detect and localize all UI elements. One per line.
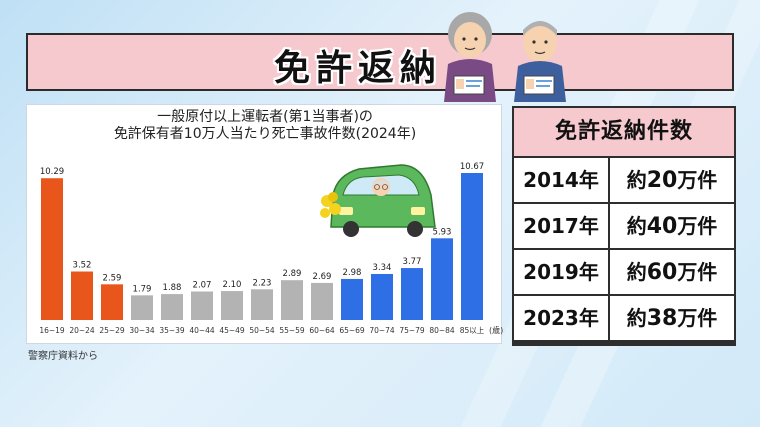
bar-50~54 xyxy=(251,289,273,320)
bar-25~29 xyxy=(101,284,123,320)
value-prefix: 約 xyxy=(626,260,647,284)
value-prefix: 約 xyxy=(626,306,647,330)
value-suffix: 万件 xyxy=(677,214,718,238)
value-label: 10.67 xyxy=(460,162,484,172)
value-number: 38 xyxy=(646,306,678,331)
x-tick-label: 70~74 xyxy=(369,326,395,335)
value-number: 40 xyxy=(646,214,678,239)
value-label: 2.69 xyxy=(313,272,332,282)
elderly-couple-with-license-icon xyxy=(444,12,566,102)
x-tick-label: 30~34 xyxy=(129,326,155,335)
chart-title: 一般原付以上運転者(第1当事者)の 免許保有者10万人当たり死亡事故件数(202… xyxy=(27,109,503,143)
value-label: 3.52 xyxy=(73,261,92,271)
page-title: 免許返納 xyxy=(273,48,442,89)
value-labels: 10.29 3.52 2.59 1.79 1.88 2.07 2.10 2.23 2.89 2.6… xyxy=(40,162,484,294)
source-note: 警察庁資料から xyxy=(28,351,98,362)
bar-65~69 xyxy=(341,278,363,320)
x-tick-label: 60~64 xyxy=(309,326,335,335)
x-tick-label: 20~24 xyxy=(69,326,95,335)
x-axis-unit-label: (歳) xyxy=(489,325,503,335)
bar-35~39 xyxy=(161,294,183,320)
x-tick-label: 25~29 xyxy=(99,326,125,335)
value-label: 2.89 xyxy=(283,269,302,279)
x-tick-label: 85以上 xyxy=(460,326,485,335)
bar-75~79 xyxy=(401,268,423,320)
bar-45~49 xyxy=(221,291,243,320)
row-value: 約20万件 xyxy=(610,158,734,202)
row-value: 約40万件 xyxy=(610,204,734,248)
row-year: 2014年 xyxy=(514,158,608,202)
value-number: 60 xyxy=(646,260,678,285)
bar-85以上 xyxy=(461,173,483,320)
x-tick-label: 65~69 xyxy=(339,326,365,335)
row-year: 2019年 xyxy=(514,250,608,294)
value-label: 2.23 xyxy=(253,278,272,288)
bar-30~34 xyxy=(131,295,153,320)
value-label: 1.88 xyxy=(163,283,182,293)
elderly-driver-car-icon xyxy=(320,164,436,237)
bar-series xyxy=(41,173,483,320)
value-number: 20 xyxy=(646,168,678,193)
table-row: 2014年 約20万件 xyxy=(514,158,734,202)
bar-60~64 xyxy=(311,282,333,320)
row-year: 2023年 xyxy=(514,296,608,340)
chart-title-line2: 免許保有者10万人当たり死亡事故件数(2024年) xyxy=(113,126,417,142)
x-tick-label: 80~84 xyxy=(429,326,455,335)
x-tick-label: 16~19 xyxy=(39,326,65,335)
value-label: 10.29 xyxy=(40,167,64,177)
bar-20~24 xyxy=(71,271,93,320)
value-suffix: 万件 xyxy=(677,168,718,192)
value-label: 1.79 xyxy=(133,284,152,294)
chart-panel: 一般原付以上運転者(第1当事者)の 免許保有者10万人当たり死亡事故件数(202… xyxy=(26,104,503,344)
x-tick-label: 40~44 xyxy=(189,326,215,335)
x-tick-labels: 16~19 20~24 25~29 30~34 35~39 40~44 45~49 50~54… xyxy=(39,326,484,335)
value-label: 2.10 xyxy=(223,280,242,290)
bar-chart: 10.29 3.52 2.59 1.79 1.88 2.07 2.10 2.23 2.89 2.6… xyxy=(39,162,503,335)
value-label: 3.77 xyxy=(403,257,422,267)
value-suffix: 万件 xyxy=(677,260,718,284)
table-row: 2017年 約40万件 xyxy=(514,204,734,248)
chart-title-line1: 一般原付以上運転者(第1当事者)の xyxy=(157,109,373,125)
x-tick-label: 55~59 xyxy=(279,326,305,335)
value-label: 5.93 xyxy=(433,227,452,237)
bar-70~74 xyxy=(371,273,393,320)
bar-16~19 xyxy=(41,178,63,320)
bar-40~44 xyxy=(191,291,213,320)
value-prefix: 約 xyxy=(626,168,647,192)
title-banner: 免許返納 xyxy=(26,33,734,91)
row-value: 約60万件 xyxy=(610,250,734,294)
table-row: 2023年 約38万件 xyxy=(514,296,734,340)
value-label: 2.98 xyxy=(343,268,362,278)
bar-55~59 xyxy=(281,280,303,320)
row-value: 約38万件 xyxy=(610,296,734,340)
x-tick-label: 50~54 xyxy=(249,326,275,335)
table-row: 2019年 約60万件 xyxy=(514,250,734,294)
x-tick-label: 75~79 xyxy=(399,326,425,335)
x-tick-label: 45~49 xyxy=(219,326,245,335)
x-tick-label: 35~39 xyxy=(159,326,185,335)
value-prefix: 約 xyxy=(626,214,647,238)
value-label: 2.59 xyxy=(103,273,122,283)
value-label: 3.34 xyxy=(373,263,392,273)
bar-80~84 xyxy=(431,238,453,320)
table-header: 免許返納件数 xyxy=(514,108,734,156)
value-suffix: 万件 xyxy=(677,306,718,330)
license-return-table: 免許返納件数 2014年 約20万件 2017年 約40万件 2019年 約60… xyxy=(512,106,736,346)
value-label: 2.07 xyxy=(193,280,212,290)
row-year: 2017年 xyxy=(514,204,608,248)
